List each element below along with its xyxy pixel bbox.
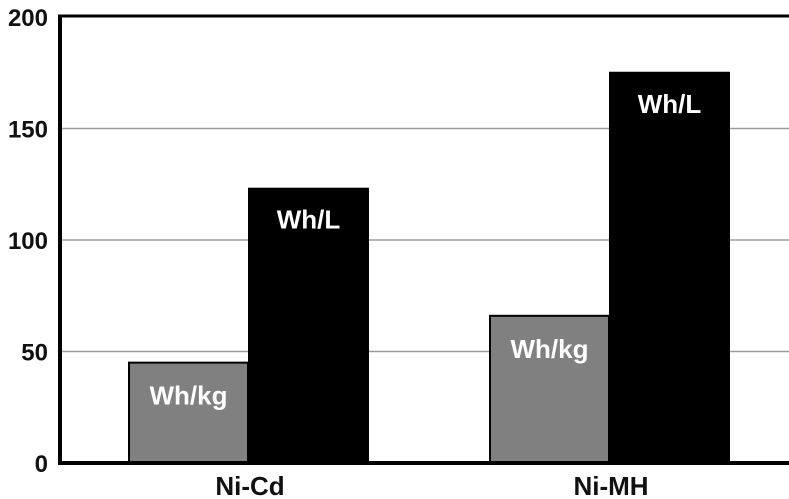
bar-wh-kg-ni-mh xyxy=(489,314,610,464)
bars: Wh/kg Wh/L Wh/kg Wh/L xyxy=(128,71,730,465)
y-tick-label: 0 xyxy=(35,451,48,478)
bar-label: Wh/kg xyxy=(511,334,589,364)
bar-wh-kg-ni-cd xyxy=(128,361,249,464)
category-label: Ni-Cd xyxy=(215,471,284,499)
bar-label: Wh/L xyxy=(277,205,341,235)
y-tick-label: 50 xyxy=(21,340,48,367)
y-tick-label: 100 xyxy=(8,228,48,255)
bar-label: Wh/L xyxy=(638,89,702,119)
category-label: Ni-MH xyxy=(573,471,648,499)
bar-wh-l-ni-mh xyxy=(609,71,730,464)
category-labels: Ni-Cd Ni-MH xyxy=(215,471,648,499)
bar-label: Wh/kg xyxy=(150,381,228,411)
y-tick-labels: 0 50 100 150 200 xyxy=(8,5,48,478)
y-tick-label: 200 xyxy=(8,5,48,32)
y-tick-label: 150 xyxy=(8,117,48,144)
